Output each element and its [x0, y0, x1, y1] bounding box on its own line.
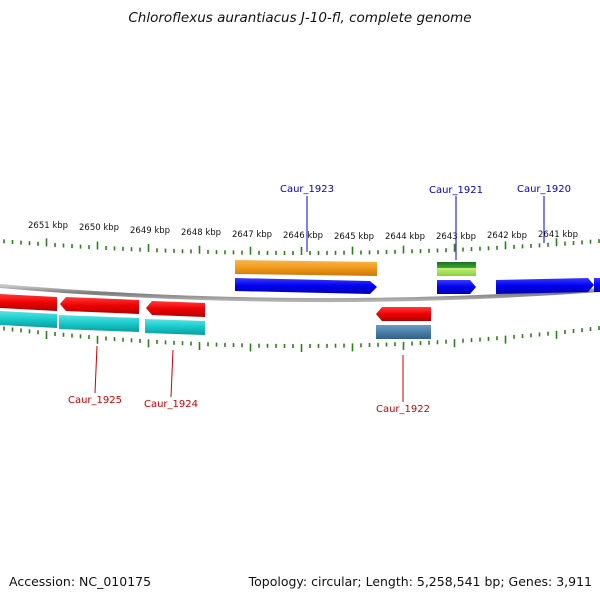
- ruler-label: 2650 kbp: [79, 223, 119, 233]
- gene-label-caur1922: Caur_1922: [376, 404, 430, 415]
- gene-label-caur1920: Caur_1920: [517, 184, 571, 195]
- genome-backbone: [0, 284, 600, 303]
- ruler-label: 2647 kbp: [232, 230, 272, 240]
- feature-steel[interactable]: [376, 325, 431, 339]
- ruler-label: 2646 kbp: [283, 231, 323, 241]
- accession-text: Accession: NC_010175: [9, 574, 152, 589]
- feature-orange[interactable]: [235, 260, 377, 276]
- ruler-label: 2645 kbp: [334, 232, 374, 242]
- feature-green[interactable]: [437, 262, 476, 268]
- ruler-label: 2644 kbp: [385, 232, 425, 242]
- gene-caur1924[interactable]: [146, 301, 205, 317]
- ruler-label: 2651 kbp: [28, 221, 68, 231]
- ruler-label: 2641 kbp: [538, 230, 578, 240]
- ruler-label: 2648 kbp: [181, 228, 221, 238]
- feature-cyan-3[interactable]: [145, 319, 205, 335]
- feature-lightgreen[interactable]: [437, 268, 476, 276]
- callout-line-caur1925: [94, 345, 98, 394]
- map-title: Chloroflexus aurantiacus J-10-fl, comple…: [128, 10, 472, 26]
- gene-callout-lines: [94, 196, 545, 402]
- ruler-ticks-inner: [3, 326, 600, 352]
- gene-caur1925[interactable]: [60, 297, 139, 314]
- gene-label-caur1924: Caur_1924: [144, 399, 198, 410]
- gene-label-caur1921: Caur_1921: [429, 185, 483, 196]
- callout-line-caur1924: [170, 349, 174, 398]
- gene-label-caur1925: Caur_1925: [68, 395, 122, 406]
- gene-caur1923[interactable]: [235, 278, 377, 294]
- feature-cyan-2[interactable]: [59, 315, 139, 332]
- ruler-label: 2642 kbp: [487, 231, 527, 241]
- gene-label-caur1923: Caur_1923: [280, 184, 334, 195]
- gene-caur1925-partial[interactable]: [0, 294, 57, 311]
- ruler-ticks-outer: [3, 238, 600, 255]
- genome-summary-text: Topology: circular; Length: 5,258,541 bp…: [248, 574, 592, 589]
- gene-caur1921[interactable]: [437, 280, 476, 294]
- feature-cyan-1[interactable]: [0, 311, 57, 328]
- gene-caur1922[interactable]: [376, 307, 431, 321]
- ruler-label: 2649 kbp: [130, 226, 170, 236]
- gene-caur1920[interactable]: [496, 278, 594, 294]
- ruler-labels: 2651 kbp 2650 kbp 2649 kbp 2648 kbp 2647…: [28, 221, 578, 242]
- gene-partial-forward[interactable]: [594, 278, 600, 292]
